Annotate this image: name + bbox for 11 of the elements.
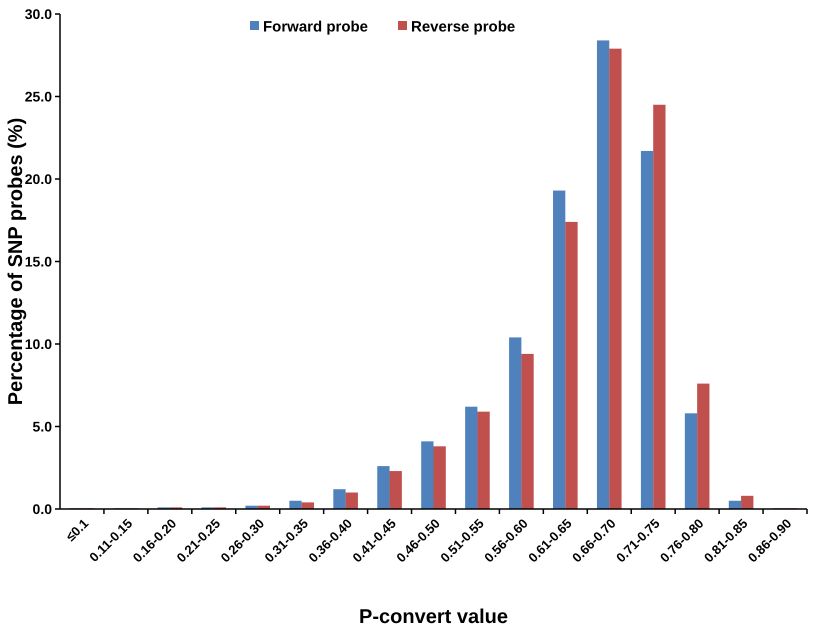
x-axis-title: P-convert value — [359, 606, 508, 628]
y-tick-label: 10.0 — [24, 336, 52, 352]
y-axis-title: Percentage of SNP probes (%) — [5, 118, 27, 406]
y-tick-label: 20.0 — [24, 170, 52, 187]
legend-label: Reverse probe — [411, 18, 516, 36]
y-tick-label: 25.0 — [24, 88, 52, 104]
y-tick-label: 15.0 — [24, 253, 52, 270]
y-tick-label: 0.0 — [32, 500, 52, 517]
legend-label: Forward probe — [263, 18, 368, 36]
y-tick-label: 30.0 — [24, 6, 52, 22]
y-tick-label: 5.0 — [32, 418, 52, 434]
